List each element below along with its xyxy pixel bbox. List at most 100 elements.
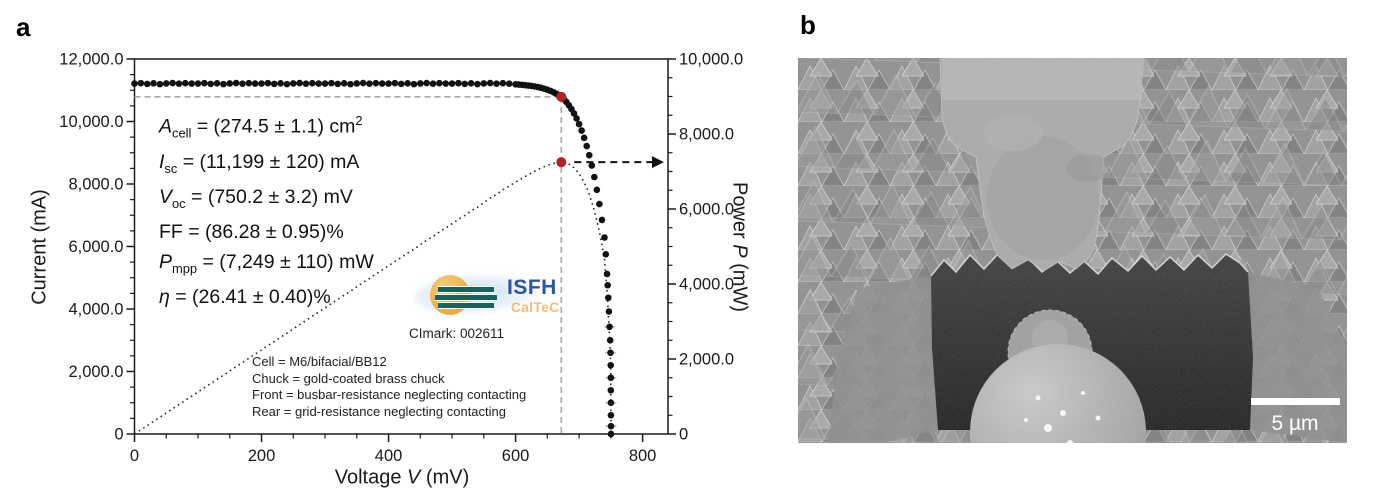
iv-data-point bbox=[296, 79, 303, 87]
iv-data-point bbox=[596, 200, 603, 208]
iv-data-point bbox=[570, 110, 578, 117]
iv-data-point bbox=[264, 79, 272, 87]
iv-data-point bbox=[480, 80, 488, 87]
param-line: η = (26.41 ± 0.40)% bbox=[159, 283, 374, 312]
iv-data-point bbox=[604, 281, 611, 289]
iv-data-point bbox=[150, 80, 157, 87]
iv-data-point bbox=[499, 79, 507, 87]
calibration-mark-number: CImark: 002611 bbox=[409, 326, 505, 341]
iv-data-point bbox=[220, 80, 227, 88]
iv-data-point bbox=[226, 80, 234, 87]
iv-data-point bbox=[442, 80, 450, 87]
iv-data-point bbox=[302, 80, 310, 88]
panel-a-label: a bbox=[16, 12, 31, 42]
iv-data-point bbox=[397, 80, 405, 88]
iv-data-point bbox=[578, 127, 585, 134]
iv-data-point bbox=[573, 115, 580, 122]
text-segment: (mV) bbox=[420, 466, 470, 489]
iv-data-point bbox=[423, 79, 430, 87]
y-left-tick-label: 8,000.0 bbox=[68, 176, 123, 194]
scale-bar-label: 5 µm bbox=[1271, 412, 1318, 435]
iv-data-point bbox=[315, 80, 322, 87]
measurement-notes: Cell = M6/bifacial/BB12 Chuck = gold-coat… bbox=[252, 354, 526, 420]
y-right-tick-label: 6,000.0 bbox=[679, 201, 734, 219]
text-segment: FF = (86.28 ± 0.95)% bbox=[159, 221, 344, 244]
iv-data-point bbox=[245, 79, 253, 87]
iv-data-point bbox=[505, 80, 513, 87]
iv-data-point bbox=[580, 134, 588, 142]
iv-data-point bbox=[289, 80, 297, 87]
text-segment: = (11,199 ± 120) mA bbox=[177, 150, 360, 173]
text-segment: = (750.2 ± 3.2) mV bbox=[185, 186, 353, 209]
logo-bar-icon bbox=[438, 286, 494, 293]
iv-data-point bbox=[575, 120, 583, 128]
iv-data-point bbox=[137, 79, 145, 87]
iv-data-point bbox=[467, 80, 475, 87]
text-segment: η bbox=[159, 286, 170, 309]
iv-data-point bbox=[417, 80, 424, 87]
iv-data-point bbox=[474, 80, 481, 88]
iv-data-point bbox=[131, 80, 138, 87]
text-segment: = (7,249 ± 110) mW bbox=[197, 250, 374, 273]
iv-data-point bbox=[277, 80, 284, 87]
iv-data-point bbox=[593, 186, 601, 194]
iv-data-point bbox=[606, 323, 613, 331]
iv-data-point bbox=[378, 80, 386, 87]
iv-data-point bbox=[143, 80, 151, 88]
iv-data-point bbox=[347, 80, 354, 88]
text-segment: oc bbox=[172, 195, 186, 211]
sem-grain-overlay bbox=[798, 58, 1347, 443]
x-tick-label: 200 bbox=[248, 447, 276, 465]
y-left-tick-label: 10,000.0 bbox=[59, 113, 123, 131]
param-line: Voc = (750.2 ± 3.2) mV bbox=[159, 183, 374, 218]
iv-data-point bbox=[603, 270, 611, 278]
iv-data-point bbox=[429, 80, 437, 88]
panel-b-label: b bbox=[800, 10, 816, 40]
measurement-note: Cell = M6/bifacial/BB12 bbox=[252, 354, 387, 369]
iv-data-point bbox=[486, 79, 494, 87]
iv-data-point bbox=[606, 336, 614, 344]
iv-data-point bbox=[328, 79, 335, 87]
iv-data-point bbox=[182, 79, 189, 87]
isfh-caltec-logo: ISFH CalTeC bbox=[412, 268, 559, 325]
iv-data-point bbox=[607, 422, 615, 430]
iv-data-point bbox=[493, 80, 500, 88]
text-segment: sc bbox=[164, 160, 178, 176]
mpp-power-marker bbox=[556, 157, 567, 168]
iv-data-point bbox=[251, 80, 259, 87]
power-curve bbox=[134, 161, 612, 435]
sem-image: 5 µm bbox=[798, 57, 1347, 503]
iv-data-point bbox=[353, 80, 361, 87]
iv-data-point bbox=[321, 80, 329, 87]
measurement-note: Chuck = gold-coated brass chuck bbox=[252, 370, 445, 386]
iv-data-point bbox=[607, 411, 615, 419]
y-left-tick-label: 2,000.0 bbox=[68, 363, 123, 381]
logo-bar-icon bbox=[438, 302, 494, 309]
scale-bar bbox=[1251, 398, 1340, 405]
iv-data-point bbox=[359, 79, 367, 87]
text-segment: V bbox=[407, 466, 421, 489]
iv-data-point bbox=[455, 79, 462, 87]
iv-data-point bbox=[188, 80, 195, 87]
iv-data-point bbox=[605, 308, 613, 315]
iv-data-point bbox=[604, 294, 612, 302]
iv-data-point bbox=[213, 80, 221, 87]
logo-bar-icon bbox=[435, 294, 497, 301]
iv-data-point bbox=[607, 361, 615, 369]
y-axis-left-title: Current (mA) bbox=[28, 189, 51, 305]
iv-data-point bbox=[607, 386, 615, 394]
text-segment: cell bbox=[172, 125, 192, 141]
iv-data-point bbox=[258, 80, 265, 87]
text-segment: P bbox=[728, 244, 751, 258]
iv-data-point bbox=[607, 399, 615, 407]
iv-data-point bbox=[598, 216, 606, 224]
x-tick-label: 800 bbox=[629, 447, 657, 465]
iv-data-point bbox=[372, 79, 380, 87]
iv-data-point bbox=[309, 79, 316, 87]
iv-data-point bbox=[391, 79, 399, 87]
iv-data-point bbox=[232, 79, 240, 87]
iv-data-point bbox=[340, 80, 348, 87]
y-left-tick-label: 0 bbox=[114, 426, 123, 444]
text-segment: V bbox=[159, 186, 173, 209]
iv-data-point bbox=[410, 80, 418, 88]
